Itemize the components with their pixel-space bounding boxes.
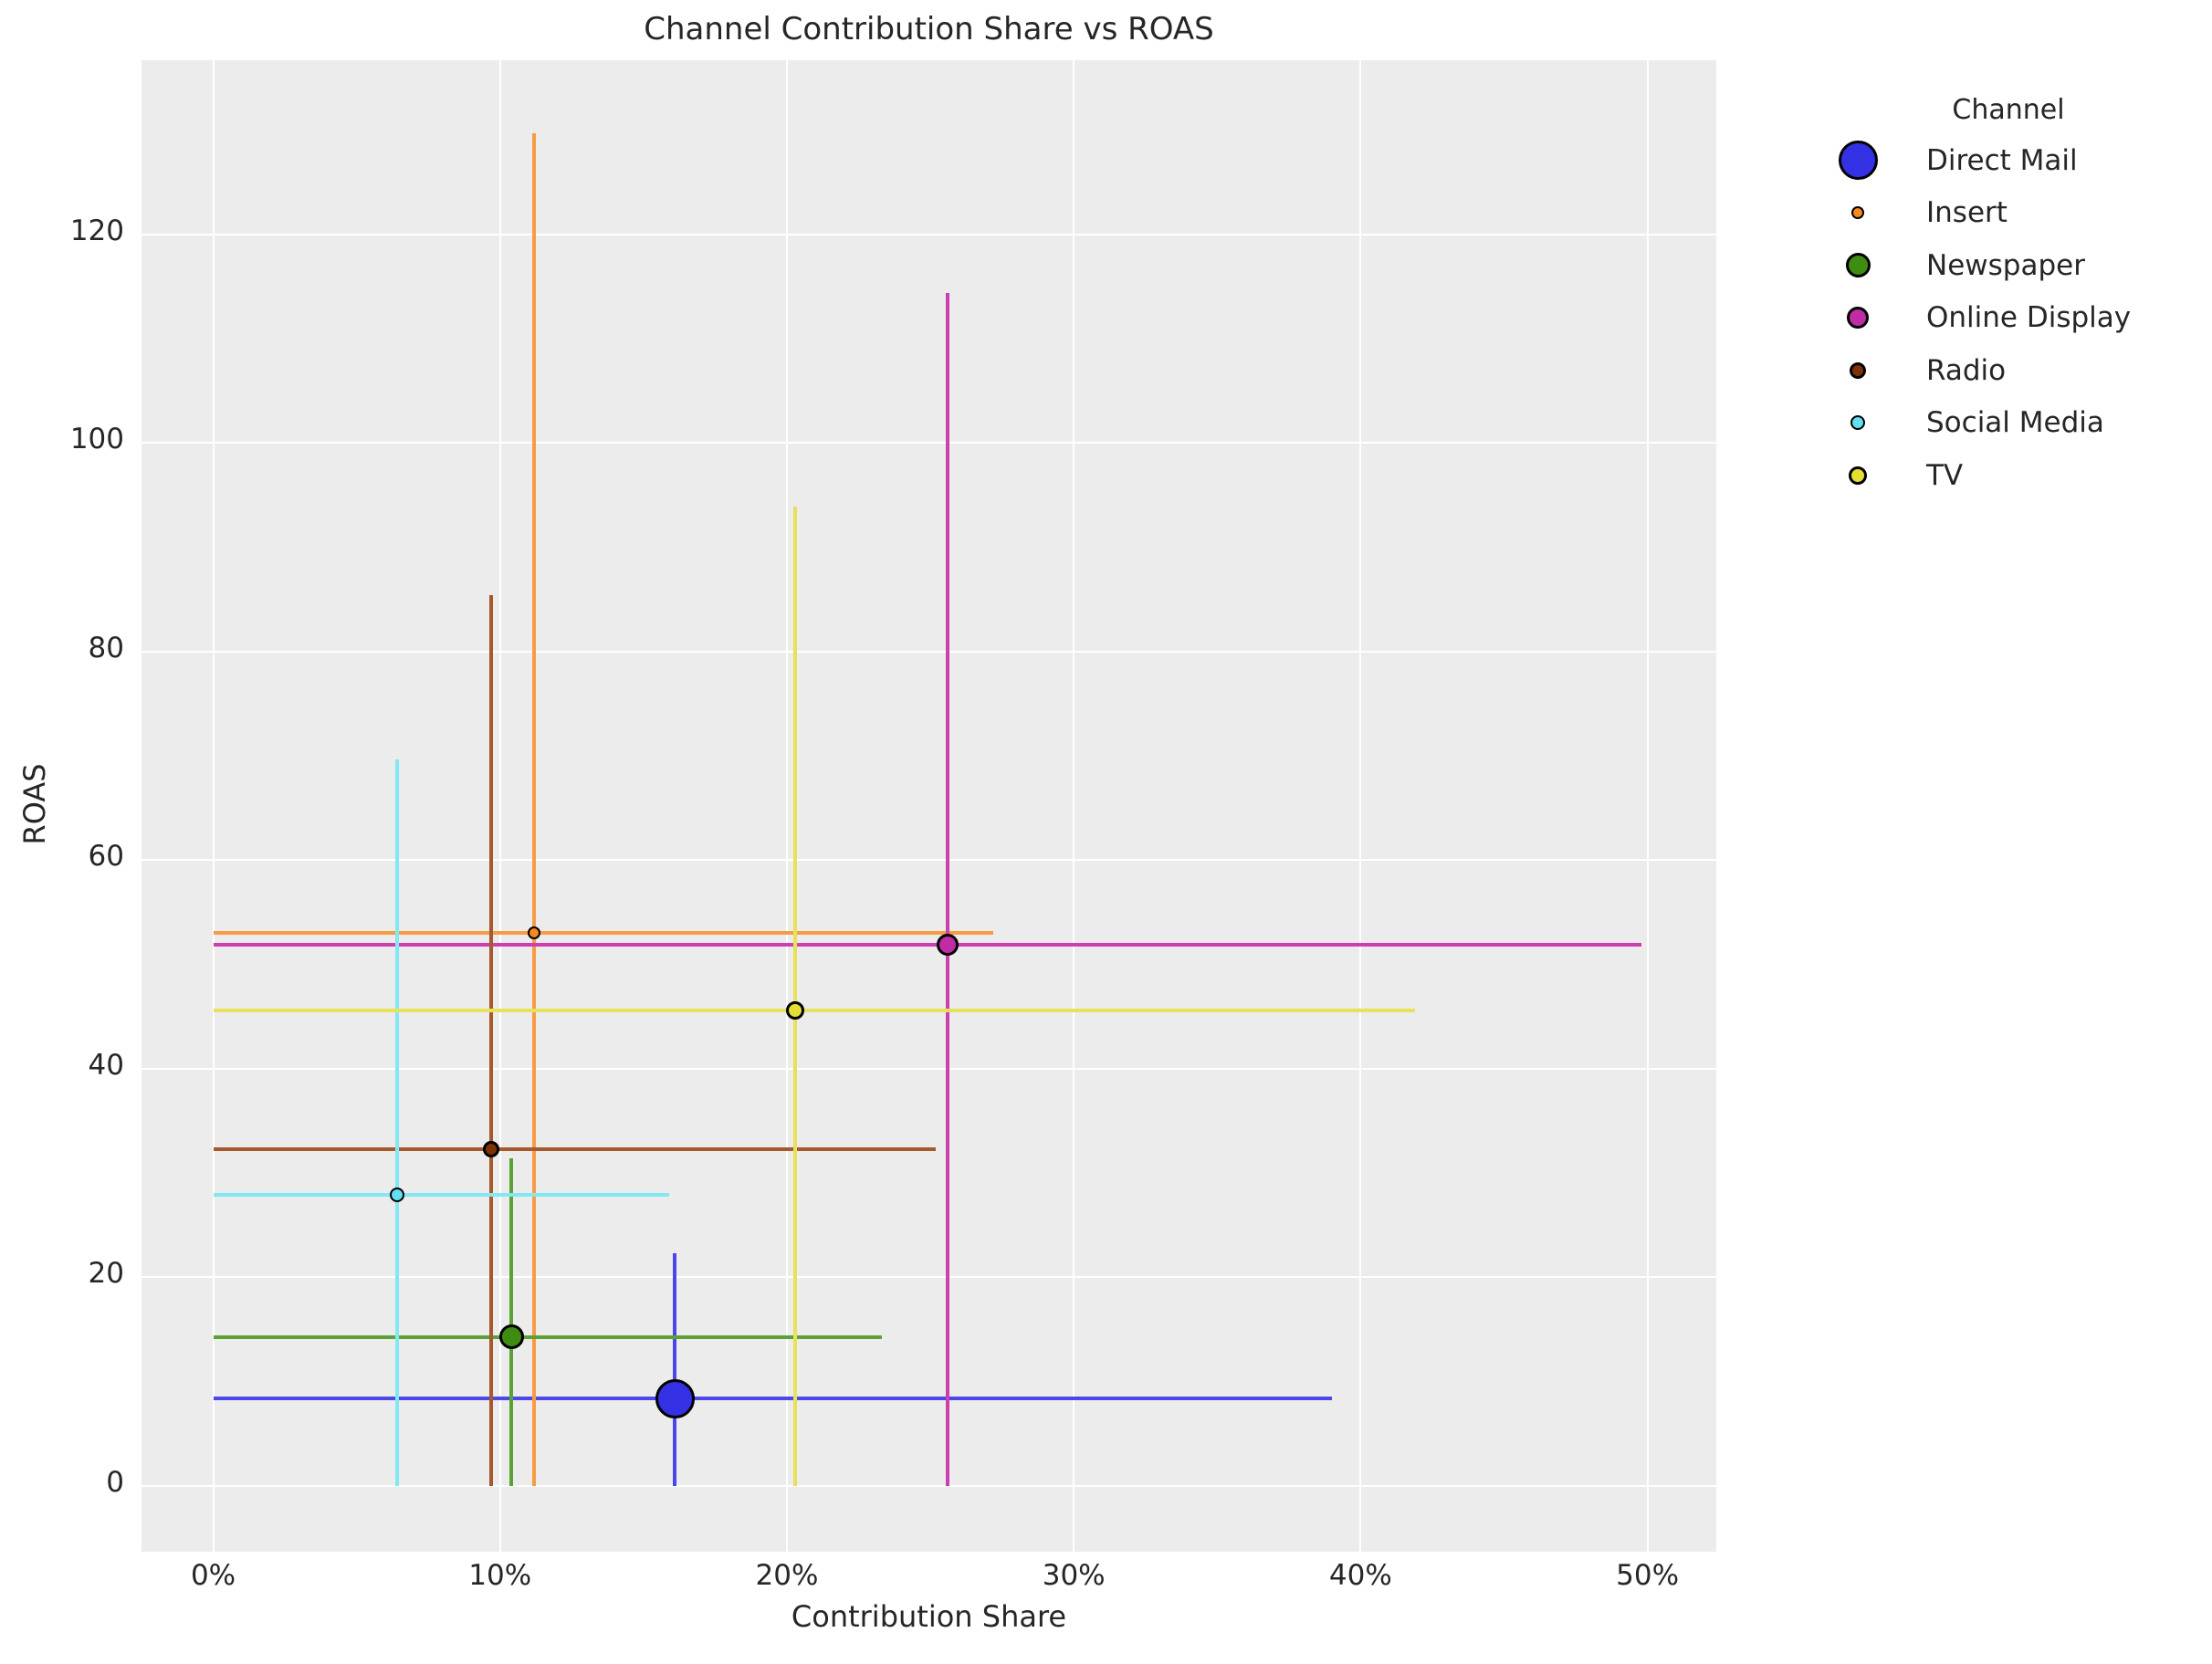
legend-label-newspaper: Newspaper (1926, 248, 2085, 282)
legend-swatch-cell-radio (1817, 361, 1899, 379)
errorbar-x-insert (213, 931, 994, 936)
legend-item-tv: TV (1817, 449, 2200, 502)
legend-swatch-online-display-icon (1847, 307, 1869, 330)
legend-swatch-cell-tv (1817, 466, 1899, 485)
x-gridline-20 (785, 60, 788, 1552)
legend-item-insert: Insert (1817, 187, 2200, 240)
marker-insert (528, 926, 541, 940)
legend: Channel Direct Mail Insert Newspaper Online… (1817, 87, 2200, 502)
legend-label-online-display: Online Display (1926, 301, 2132, 335)
legend-swatch-cell-insert (1817, 206, 1899, 220)
y-gridline-120 (142, 233, 1716, 235)
errorbar-x-social-media (213, 1193, 670, 1198)
x-gridline-40 (1359, 60, 1362, 1552)
legend-item-online-display: Online Display (1817, 292, 2200, 345)
legend-swatch-cell-newspaper (1817, 253, 1899, 278)
errorbar-y-social-media (394, 759, 399, 1486)
legend-swatch-radio-icon (1850, 361, 1866, 379)
legend-label-direct-mail: Direct Mail (1926, 143, 2078, 177)
x-tick-label-20: 20% (755, 1559, 819, 1592)
marker-radio (483, 1140, 500, 1157)
y-tick-label-60: 60 (88, 840, 124, 874)
legend-swatch-direct-mail-icon (1838, 141, 1878, 181)
legend-label-radio: Radio (1926, 353, 2007, 387)
y-gridline-80 (142, 650, 1716, 653)
marker-newspaper (498, 1324, 524, 1350)
legend-label-insert: Insert (1926, 196, 2008, 230)
legend-label-social-media: Social Media (1926, 406, 2104, 440)
y-tick-label-80: 80 (88, 631, 124, 665)
legend-swatch-cell-online-display (1817, 307, 1899, 330)
errorbar-y-newspaper (509, 1158, 514, 1486)
legend-swatch-newspaper-icon (1845, 253, 1871, 278)
legend-swatch-insert-icon (1851, 206, 1864, 220)
legend-item-social-media: Social Media (1817, 397, 2200, 450)
errorbar-x-tv (213, 1008, 1416, 1012)
legend-item-direct-mail: Direct Mail (1817, 134, 2200, 187)
y-gridline-0 (142, 1485, 1716, 1487)
x-tick-label-0: 0% (190, 1559, 236, 1592)
legend-swatch-tv-icon (1849, 466, 1867, 485)
plot-area (142, 60, 1716, 1552)
x-tick-label-40: 40% (1328, 1559, 1392, 1592)
x-tick-label-30: 30% (1042, 1559, 1106, 1592)
y-tick-label-0: 0 (106, 1466, 124, 1499)
x-gridline-0 (212, 60, 215, 1552)
errorbar-y-tv (793, 507, 798, 1486)
errorbar-x-newspaper (213, 1334, 882, 1339)
errorbar-x-direct-mail (213, 1397, 1332, 1401)
y-gridline-60 (142, 859, 1716, 862)
legend-item-radio: Radio (1817, 344, 2200, 397)
errorbar-y-radio (489, 595, 494, 1486)
errorbar-x-online-display (213, 942, 1642, 947)
x-axis-label: Contribution Share (791, 1599, 1067, 1634)
marker-direct-mail (655, 1378, 695, 1418)
y-tick-label-100: 100 (69, 423, 124, 456)
legend-rows: Direct Mail Insert Newspaper Online Display… (1817, 134, 2200, 502)
legend-item-newspaper: Newspaper (1817, 239, 2200, 292)
marker-social-media (389, 1188, 404, 1203)
errorbar-y-direct-mail (673, 1253, 677, 1486)
legend-title: Channel (1952, 94, 2065, 126)
errorbar-y-online-display (945, 292, 949, 1486)
y-gridline-40 (142, 1067, 1716, 1070)
x-tick-label-50: 50% (1616, 1559, 1680, 1592)
x-gridline-50 (1646, 60, 1649, 1552)
legend-swatch-cell-direct-mail (1817, 141, 1899, 181)
legend-swatch-social-media-icon (1850, 415, 1865, 431)
y-tick-label-40: 40 (88, 1048, 124, 1082)
legend-label-tv: TV (1926, 458, 1964, 492)
chart-title: Channel Contribution Share vs ROAS (644, 11, 1214, 47)
y-tick-label-120: 120 (69, 214, 124, 247)
x-tick-label-10: 10% (468, 1559, 532, 1592)
y-gridline-20 (142, 1276, 1716, 1279)
y-tick-label-20: 20 (88, 1257, 124, 1291)
y-gridline-100 (142, 442, 1716, 445)
errorbar-x-radio (213, 1146, 937, 1151)
x-gridline-10 (498, 60, 501, 1552)
x-gridline-30 (1073, 60, 1075, 1552)
legend-swatch-cell-social-media (1817, 415, 1899, 431)
marker-online-display (936, 933, 959, 956)
marker-tv (786, 1000, 805, 1020)
errorbar-y-insert (532, 132, 537, 1486)
